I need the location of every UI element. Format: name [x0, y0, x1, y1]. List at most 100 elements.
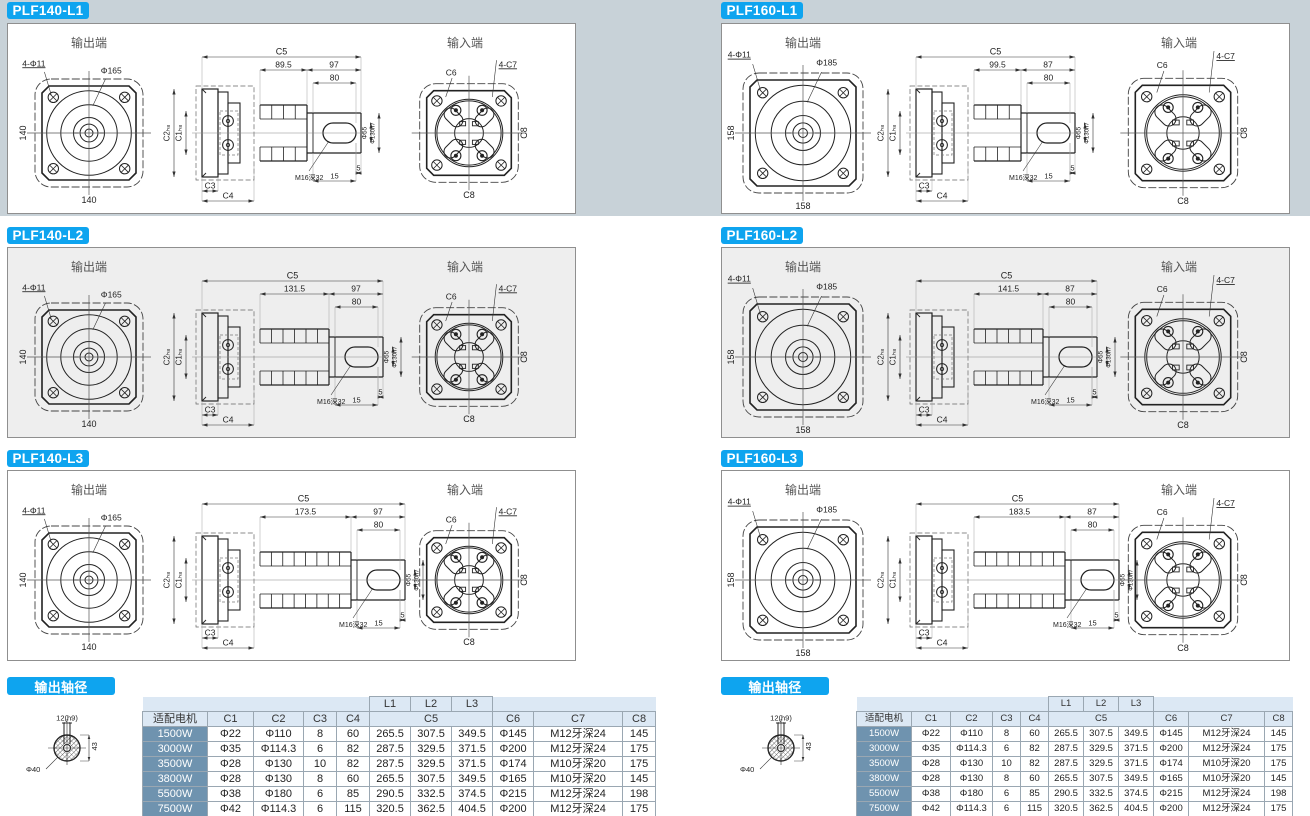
svg-text:C5: C5 — [298, 494, 310, 504]
svg-text:4-C7: 4-C7 — [1216, 275, 1235, 285]
svg-text:C3: C3 — [919, 628, 930, 638]
svg-text:输入端: 输入端 — [447, 35, 483, 50]
svg-text:C8: C8 — [463, 414, 475, 424]
svg-text:C6: C6 — [1157, 60, 1168, 70]
svg-text:C6: C6 — [446, 68, 457, 78]
svg-text:输入端: 输入端 — [1161, 482, 1197, 497]
svg-text:5: 5 — [1092, 388, 1096, 397]
svg-text:158: 158 — [795, 648, 810, 658]
svg-text:158: 158 — [795, 425, 810, 435]
svg-text:183.5: 183.5 — [1009, 507, 1031, 517]
svg-text:C3: C3 — [205, 181, 216, 191]
svg-text:15: 15 — [1088, 619, 1096, 628]
svg-text:43: 43 — [804, 742, 813, 750]
svg-text:输入端: 输入端 — [1161, 35, 1197, 50]
svg-text:Φ55: Φ55 — [362, 126, 369, 139]
svg-text:4-Φ11: 4-Φ11 — [728, 50, 751, 60]
svg-text:输入端: 输入端 — [1161, 259, 1197, 274]
svg-text:Φ40: Φ40 — [740, 765, 754, 774]
svg-text:15: 15 — [1044, 172, 1052, 181]
svg-text:140: 140 — [18, 572, 28, 587]
svg-text:C8: C8 — [1177, 643, 1189, 653]
svg-text:Φ130h7: Φ130h7 — [1107, 346, 1113, 368]
svg-text:C5: C5 — [276, 47, 288, 57]
svg-text:4-Φ11: 4-Φ11 — [22, 58, 45, 68]
svg-text:97: 97 — [329, 60, 339, 70]
svg-text:158: 158 — [726, 572, 736, 587]
svg-text:输入端: 输入端 — [447, 482, 483, 497]
svg-text:15: 15 — [1066, 396, 1074, 405]
svg-text:C2ₕ₈: C2ₕ₈ — [877, 349, 886, 366]
svg-text:140: 140 — [81, 419, 96, 429]
svg-text:C8: C8 — [1177, 196, 1189, 206]
svg-text:C8: C8 — [1239, 127, 1249, 139]
svg-text:4-Φ11: 4-Φ11 — [728, 497, 751, 507]
svg-text:Φ55: Φ55 — [406, 573, 413, 586]
svg-text:158: 158 — [726, 349, 736, 364]
svg-text:15: 15 — [374, 619, 382, 628]
svg-text:C3: C3 — [919, 405, 930, 415]
svg-text:C1ₕ₈: C1ₕ₈ — [889, 349, 898, 366]
svg-text:M16深32: M16深32 — [1031, 397, 1060, 406]
svg-text:C2ₕ₈: C2ₕ₈ — [163, 125, 172, 142]
svg-text:C1ₕ₈: C1ₕ₈ — [175, 572, 184, 589]
svg-text:C8: C8 — [1177, 420, 1189, 430]
svg-text:80: 80 — [330, 73, 340, 83]
svg-text:Φ185: Φ185 — [816, 505, 837, 515]
svg-text:输入端: 输入端 — [447, 259, 483, 274]
svg-text:4-C7: 4-C7 — [1216, 51, 1235, 61]
svg-text:97: 97 — [373, 507, 383, 517]
svg-text:C8: C8 — [519, 127, 529, 139]
svg-text:5: 5 — [356, 164, 360, 173]
svg-text:Φ55: Φ55 — [1076, 126, 1083, 139]
svg-text:C8: C8 — [463, 190, 475, 200]
svg-text:4-C7: 4-C7 — [1216, 498, 1235, 508]
svg-text:5: 5 — [400, 611, 404, 620]
svg-text:80: 80 — [374, 520, 384, 530]
svg-text:C4: C4 — [223, 415, 234, 425]
svg-text:C6: C6 — [1157, 507, 1168, 517]
svg-text:99.5: 99.5 — [989, 60, 1006, 70]
svg-text:C1ₕ₈: C1ₕ₈ — [175, 349, 184, 366]
svg-text:C1ₕ₈: C1ₕ₈ — [175, 125, 184, 142]
svg-text:140: 140 — [18, 349, 28, 364]
svg-text:173.5: 173.5 — [295, 507, 317, 517]
svg-text:M16深32: M16深32 — [1009, 173, 1038, 182]
svg-text:141.5: 141.5 — [998, 284, 1020, 294]
svg-text:C5: C5 — [1012, 494, 1024, 504]
svg-text:C8: C8 — [463, 637, 475, 647]
svg-text:C8: C8 — [1239, 351, 1249, 363]
svg-text:4-Φ11: 4-Φ11 — [22, 505, 45, 515]
svg-text:输出端: 输出端 — [785, 259, 821, 274]
svg-text:80: 80 — [1066, 297, 1076, 307]
svg-text:12(h9): 12(h9) — [770, 714, 792, 723]
svg-text:Φ165: Φ165 — [101, 289, 122, 299]
svg-text:12(h9): 12(h9) — [56, 714, 78, 723]
svg-text:Φ55: Φ55 — [1098, 350, 1105, 363]
svg-text:输出端: 输出端 — [785, 482, 821, 497]
svg-text:输出端: 输出端 — [71, 35, 107, 50]
svg-text:Φ130h7: Φ130h7 — [371, 122, 377, 144]
svg-text:87: 87 — [1065, 284, 1075, 294]
svg-text:15: 15 — [352, 396, 360, 405]
svg-text:输出端: 输出端 — [71, 259, 107, 274]
svg-text:M16深32: M16深32 — [317, 397, 346, 406]
svg-text:Φ130h7: Φ130h7 — [393, 346, 399, 368]
svg-text:Φ185: Φ185 — [816, 282, 837, 292]
svg-text:C3: C3 — [919, 181, 930, 191]
svg-text:C2ₕ₈: C2ₕ₈ — [163, 572, 172, 589]
svg-text:C6: C6 — [446, 515, 457, 525]
svg-text:140: 140 — [81, 642, 96, 652]
svg-text:C8: C8 — [1239, 574, 1249, 586]
svg-text:C4: C4 — [937, 638, 948, 648]
svg-text:Φ130h7: Φ130h7 — [1085, 122, 1091, 144]
svg-text:80: 80 — [1088, 520, 1098, 530]
svg-text:4-C7: 4-C7 — [499, 283, 518, 293]
svg-text:158: 158 — [795, 201, 810, 211]
svg-text:Φ55: Φ55 — [384, 350, 391, 363]
svg-text:C4: C4 — [223, 191, 234, 201]
svg-text:89.5: 89.5 — [275, 60, 292, 70]
svg-text:M16深32: M16深32 — [339, 620, 368, 629]
svg-text:Φ185: Φ185 — [816, 58, 837, 68]
svg-text:140: 140 — [81, 195, 96, 205]
